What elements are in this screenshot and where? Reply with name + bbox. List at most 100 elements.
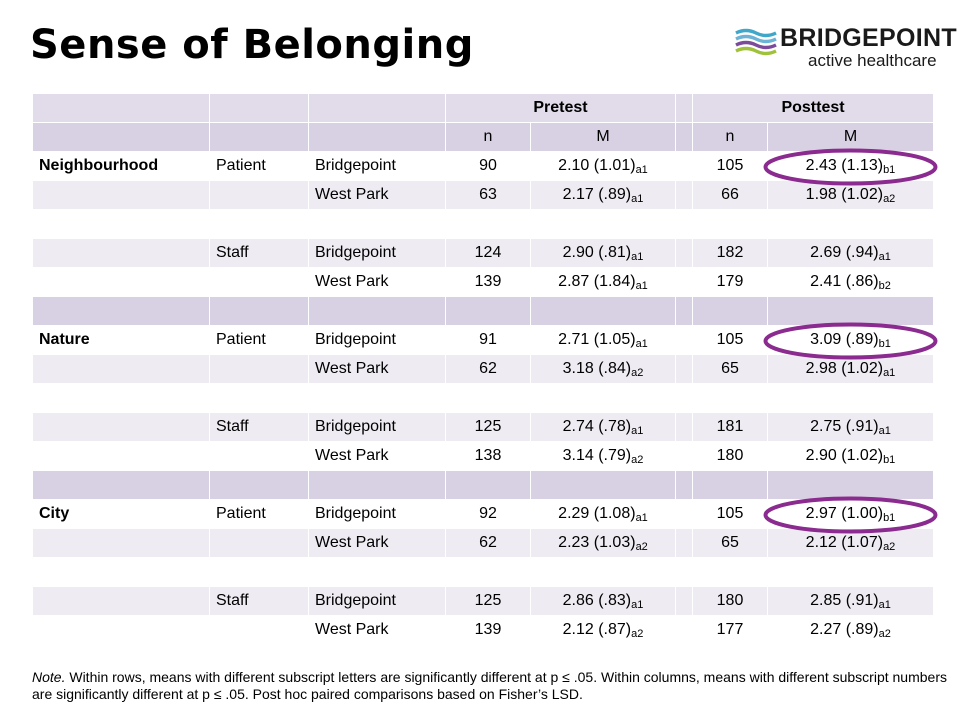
pretest-m-cell: 3.14 (.79)a2 [530,441,676,471]
section-separator-row [32,296,934,326]
table-row: West Park 138 3.14 (.79)a2 180 2.90 (1.02)b1 [32,441,934,471]
section-cell-value: Nature [39,331,90,348]
spacer-cell [675,238,693,268]
pretest-m-cell-value: 2.12 (.87) [562,621,632,638]
pretest-m-cell-value: 2.86 (.83) [562,592,632,609]
significance-subscript: a1 [878,425,891,437]
posttest-m-cell: 3.09 (.89)b1 [767,325,934,355]
pretest-n-cell-value: 125 [474,418,502,435]
group-cell [209,209,309,239]
posttest-n-cell-value: 181 [716,418,744,435]
pretest-m-cell: 2.10 (1.01)a1 [530,151,676,181]
site-cell-value: West Park [315,447,389,464]
posttest-m-cell-value: 2.90 (1.02) [805,447,884,464]
section-cell: Nature [32,325,210,355]
posttest-m-cell-value: 3.09 (.89) [810,331,879,348]
pretest-n-cell: 125 [445,412,531,442]
site-cell-value: Bridgepoint [315,418,396,435]
posttest-m-cell: 2.98 (1.02)a1 [767,354,934,384]
posttest-n-cell: 105 [692,151,768,181]
note-lead: Note. [32,669,66,685]
pretest-m-cell-value: 2.90 (.81) [562,244,632,261]
pretest-n-cell: 92 [445,499,531,529]
significance-subscript: b1 [883,454,896,466]
group-cell-value: Patient [216,505,266,522]
site-cell [308,557,446,587]
section-cell: Neighbourhood [32,151,210,181]
group-cell [209,267,309,297]
posttest-n-cell: 177 [692,615,768,645]
posttest-n-cell-value: 180 [716,592,744,609]
pretest-n-cell: 124 [445,238,531,268]
results-table: Pretest Posttest n M n M Neighbourhood Pa… [32,93,934,645]
table-row: West Park 139 2.12 (.87)a2 177 2.27 (.89)a2 [32,615,934,645]
spacer-cell [675,470,693,500]
logo-tagline: active healthcare [808,51,937,70]
pretest-m-cell [530,557,676,587]
pretest-m-cell: 2.17 (.89)a1 [530,180,676,210]
pretest-m-cell-value: 2.87 (1.84) [558,273,636,290]
posttest-n-cell: 182 [692,238,768,268]
posttest-m-cell: 1.98 (1.02)a2 [767,180,934,210]
table-row: Staff Bridgepoint 124 2.90 (.81)a1 182 2.69 (… [32,238,934,268]
site-cell [308,296,446,326]
significance-subscript: a1 [635,280,648,292]
posttest-n-cell-value: 105 [716,157,744,174]
pretest-n-cell: 125 [445,586,531,616]
pretest-m-cell-value: 3.18 (.84) [562,360,632,377]
posttest-n-cell-value: 66 [721,186,739,203]
pretest-n-cell-value: 62 [479,360,497,377]
spacer-cell [675,325,693,355]
pretest-m-cell-value: 2.74 (.78) [562,418,632,435]
pretest-n-cell-value: 91 [479,331,497,348]
table-row: Staff Bridgepoint 125 2.86 (.83)a1 180 2.85 (… [32,586,934,616]
posttest-m-cell: 2.97 (1.00)b1 [767,499,934,529]
section-cell-value: City [39,505,70,522]
group-cell [209,296,309,326]
section-cell [32,383,210,413]
posttest-n-cell: 65 [692,528,768,558]
posttest-m-cell-value: 2.98 (1.02) [805,360,884,377]
posttest-n-cell-value: 180 [716,447,744,464]
significance-subscript: a1 [635,338,648,350]
section-cell-value: Neighbourhood [39,157,159,174]
column-header-row: n M n M [32,122,934,152]
posttest-n-cell-value: 65 [721,360,739,377]
posttest-m-cell [767,296,934,326]
spacer-cell [675,383,693,413]
site-cell [308,383,446,413]
table-row: West Park 62 3.18 (.84)a2 65 2.98 (1.02)a1 [32,354,934,384]
group-cell: Patient [209,325,309,355]
significance-subscript: b1 [883,164,896,176]
posttest-m-cell-value: 2.41 (.86) [810,273,879,290]
spacer-cell [675,528,693,558]
section-cell [32,209,210,239]
posttest-n-cell-value: 105 [716,331,744,348]
posttest-n-cell-value: 177 [716,621,744,638]
pretest-m-cell: 2.12 (.87)a2 [530,615,676,645]
spacer-cell [675,209,693,239]
pretest-m-cell [530,209,676,239]
site-cell: Bridgepoint [308,151,446,181]
spacer-cell [675,354,693,384]
section-cell [32,615,210,645]
pretest-n-cell-value: 92 [479,505,497,522]
group-cell [209,528,309,558]
posttest-n-cell: 66 [692,180,768,210]
site-cell [308,470,446,500]
group-cell [209,615,309,645]
site-cell [308,209,446,239]
group-cell-value: Staff [216,244,249,261]
pretest-n-cell [445,470,531,500]
site-cell: Bridgepoint [308,325,446,355]
site-cell-value: West Park [315,273,389,290]
pretest-m-cell [530,470,676,500]
pretest-m-cell [530,383,676,413]
pretest-n-header: n [445,122,531,152]
group-cell-value: Staff [216,592,249,609]
spacer-cell [675,586,693,616]
posttest-m-cell [767,209,934,239]
group-cell-value: Patient [216,157,266,174]
significance-subscript: a1 [878,251,891,263]
posttest-m-cell: 2.27 (.89)a2 [767,615,934,645]
